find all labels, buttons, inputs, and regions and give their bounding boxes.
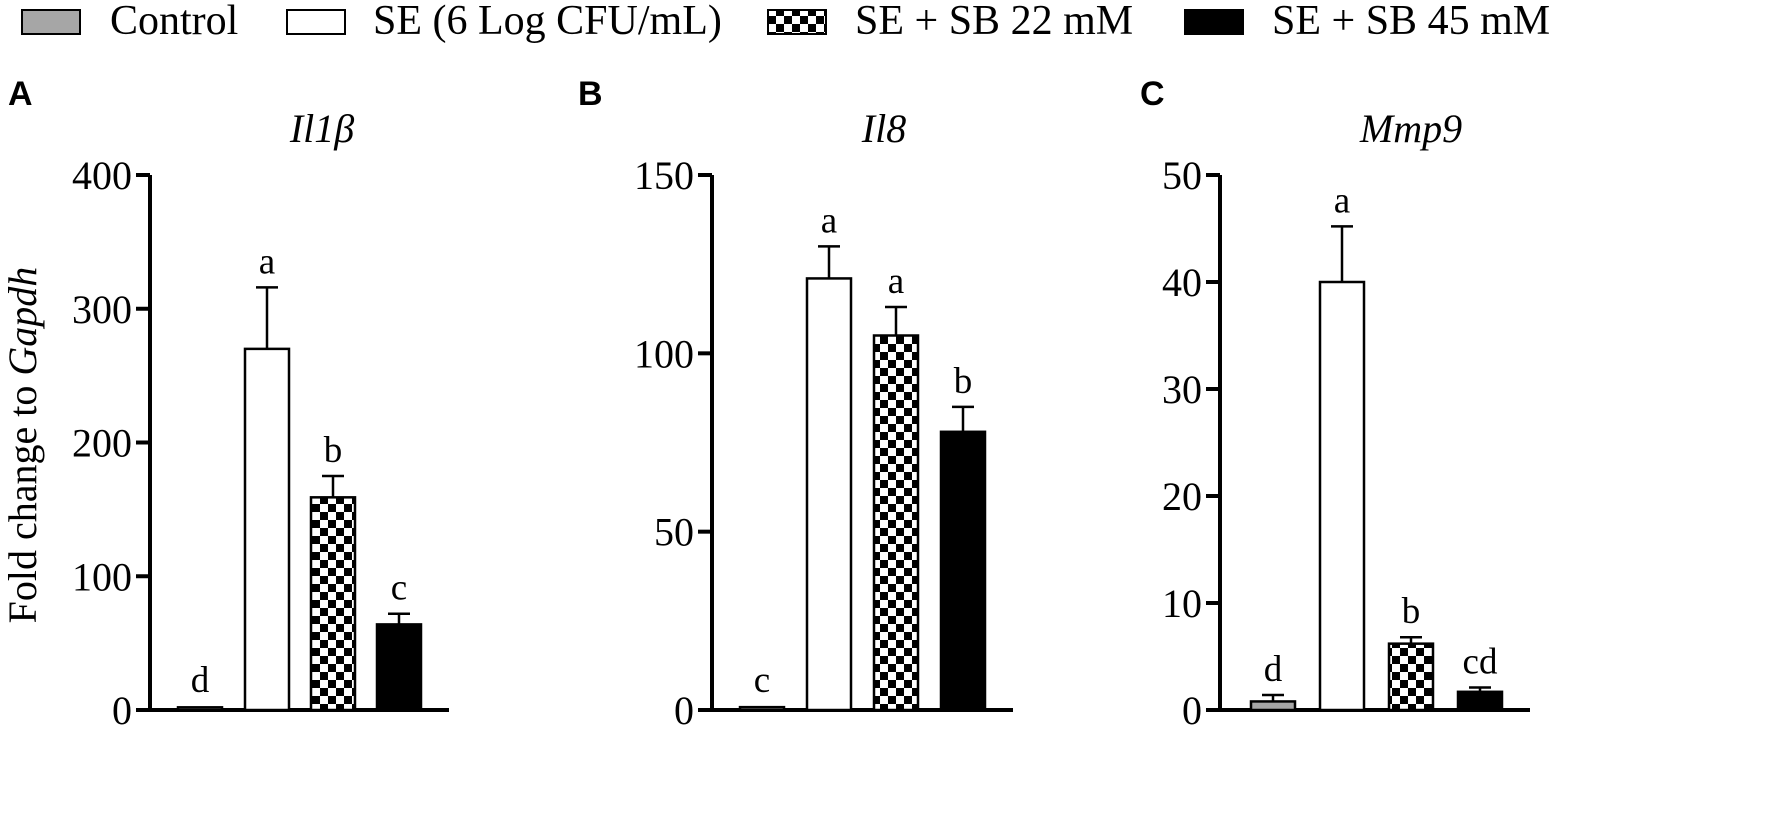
y-tick-label-a-2: 200 bbox=[72, 421, 132, 466]
y-tick-label-b-1: 50 bbox=[654, 510, 694, 555]
significance-label-c-1: d bbox=[1264, 649, 1283, 690]
legend-label-4: SE + SB 45 mM bbox=[1272, 0, 1550, 44]
y-tick-label-c-5: 50 bbox=[1162, 153, 1202, 198]
significance-label-a-2: a bbox=[259, 241, 275, 282]
legend-swatch-4 bbox=[1184, 9, 1244, 35]
y-axis-label: Fold change to Gapdh bbox=[0, 267, 45, 624]
bar-b-2 bbox=[805, 277, 853, 712]
y-tick-label-b-2: 100 bbox=[634, 331, 694, 376]
bar-b-1 bbox=[738, 705, 786, 712]
panel-b: B Il8 0 50 100 150 c a a b bbox=[578, 75, 1013, 733]
legend-label-2: SE (6 Log CFU/mL) bbox=[373, 0, 722, 44]
panel-letter-a: A bbox=[8, 75, 33, 113]
legend-label-1: Control bbox=[110, 0, 238, 44]
significance-label-a-4: c bbox=[391, 568, 407, 609]
y-tick-label-c-3: 30 bbox=[1162, 367, 1202, 412]
legend-label-3: SE + SB 22 mM bbox=[855, 0, 1133, 44]
significance-label-b-3: a bbox=[888, 261, 904, 302]
panel-a: A Il1β 0 100 200 300 400 d a b c bbox=[8, 75, 449, 733]
y-tick-label-b-3: 150 bbox=[634, 153, 694, 198]
significance-label-a-3: b bbox=[324, 430, 343, 471]
y-tick-label-b-0: 0 bbox=[674, 688, 694, 733]
y-tick-label-a-4: 400 bbox=[72, 153, 132, 198]
significance-label-c-3: b bbox=[1402, 591, 1421, 632]
bar-b-4 bbox=[939, 430, 987, 712]
significance-label-b-1: c bbox=[754, 660, 770, 701]
significance-label-c-2: a bbox=[1334, 180, 1350, 221]
significance-label-a-1: d bbox=[191, 660, 210, 701]
y-tick-label-c-2: 20 bbox=[1162, 474, 1202, 519]
panel-title-b: Il8 bbox=[861, 106, 906, 151]
panel-title-a: Il1β bbox=[289, 106, 354, 151]
panel-letter-c: C bbox=[1140, 75, 1165, 113]
bar-c-2 bbox=[1318, 280, 1366, 712]
y-axis-label-gene: Gapdh bbox=[0, 267, 45, 376]
panel-letter-b: B bbox=[578, 75, 603, 113]
bar-a-2 bbox=[243, 347, 291, 712]
legend: Control SE (6 Log CFU/mL) SE + SB 22 mM SE … bbox=[21, 0, 1550, 44]
y-tick-label-a-0: 0 bbox=[112, 688, 132, 733]
legend-swatch-2 bbox=[286, 9, 346, 35]
legend-swatch-3 bbox=[767, 9, 827, 35]
legend-swatch-1 bbox=[21, 9, 81, 35]
significance-label-c-4: cd bbox=[1463, 642, 1498, 683]
y-tick-label-c-1: 10 bbox=[1162, 581, 1202, 626]
bar-a-4 bbox=[375, 623, 423, 712]
y-tick-label-c-0: 0 bbox=[1182, 688, 1202, 733]
y-tick-label-a-3: 300 bbox=[72, 287, 132, 332]
bar-c-1 bbox=[1249, 700, 1297, 712]
bar-b-3 bbox=[872, 334, 920, 712]
y-axis-label-prefix: Fold change to bbox=[0, 376, 45, 624]
bar-a-1 bbox=[176, 706, 224, 712]
panel-c: C Mmp9 0 10 20 30 40 50 d a b cd bbox=[1140, 75, 1530, 733]
y-tick-label-c-4: 40 bbox=[1162, 260, 1202, 305]
significance-label-b-4: b bbox=[954, 361, 973, 402]
bar-a-3 bbox=[309, 496, 357, 712]
bar-c-3 bbox=[1387, 642, 1435, 712]
significance-label-b-2: a bbox=[821, 200, 837, 241]
panels: AIl1β0100200300400dabcBIl8050100150caabC… bbox=[8, 75, 1530, 733]
y-tick-label-a-1: 100 bbox=[72, 554, 132, 599]
panel-title-c: Mmp9 bbox=[1359, 106, 1462, 151]
bar-c-4 bbox=[1456, 690, 1504, 712]
